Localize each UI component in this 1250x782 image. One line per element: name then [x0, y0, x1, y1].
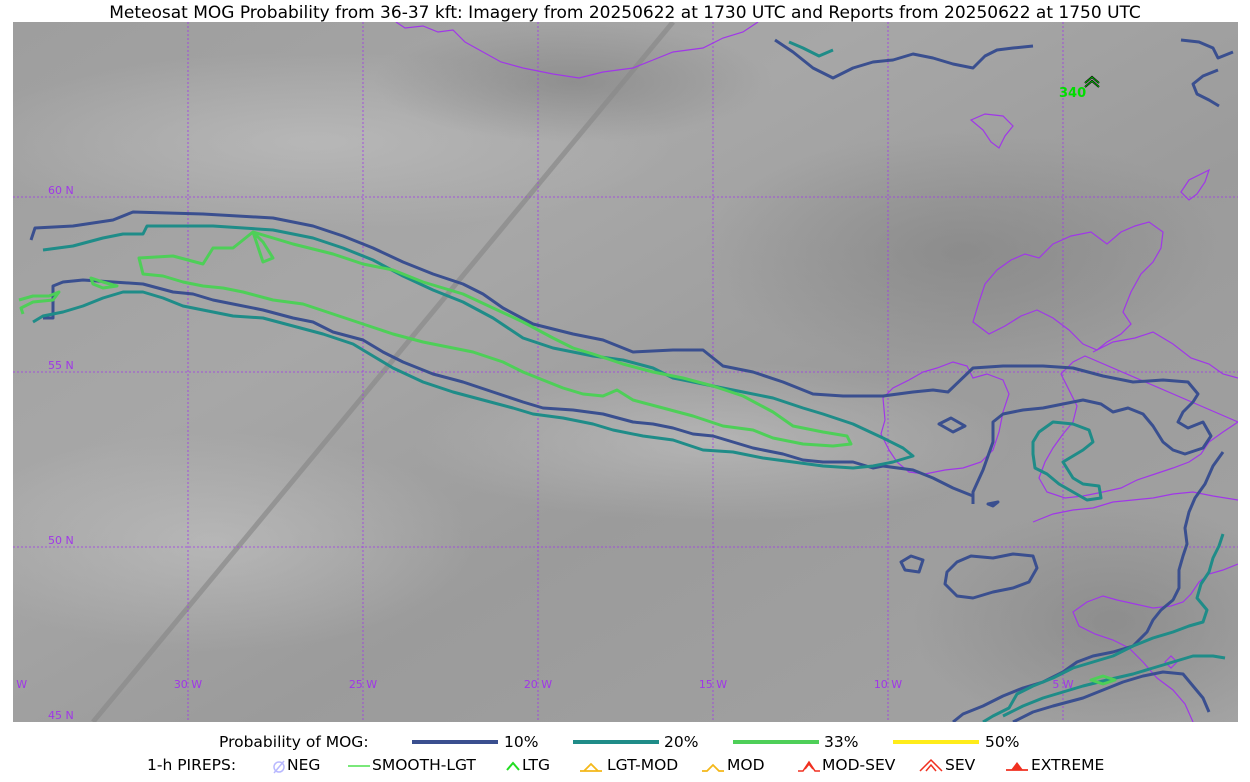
- lon-label: 30 W: [174, 678, 202, 691]
- legend-label-33: 33%: [824, 733, 859, 751]
- lon-label: 20 W: [524, 678, 552, 691]
- latitude-labels: 60 N 55 N 50 N 45 N: [48, 184, 74, 722]
- contour-10-small-1: [937, 416, 967, 434]
- contour-10-small-3: [943, 552, 1039, 600]
- contour-33-small-2: [18, 290, 61, 315]
- graticule: [13, 22, 1238, 722]
- contour-33-main: [137, 230, 853, 448]
- contour-20-north: [788, 40, 834, 58]
- smooth-lgt-icon: [347, 757, 370, 775]
- scotland-coast: [972, 221, 1164, 351]
- uk-coast: [1038, 331, 1238, 499]
- pirep-label-smooth-lgt: SMOOTH-LGT: [372, 756, 476, 774]
- legend-label-20: 20%: [664, 733, 699, 751]
- lat-label: 50 N: [48, 534, 74, 547]
- lon-label: 5 W: [1052, 678, 1073, 691]
- legend-label-50: 50%: [985, 733, 1020, 751]
- contour-33-small-1: [89, 276, 119, 290]
- contour-10-east: [952, 451, 1225, 722]
- pirep-legend: 1-h PIREPS: NEG SMOOTH-LGT LTG LGT-MOD M…: [0, 756, 1250, 778]
- pirep-label-lgt-mod: LGT-MOD: [607, 756, 679, 774]
- legend-swatch-20: [573, 740, 659, 744]
- pirep-report-ltg: 340: [1059, 75, 1100, 101]
- contour-20-uk: [1031, 420, 1103, 502]
- faroe-islands: [969, 113, 1014, 149]
- mog-contours: [18, 38, 1234, 722]
- pirep-label-sev: SEV: [945, 756, 976, 774]
- lat-label: 55 N: [48, 359, 74, 372]
- contour-10-south: [1012, 670, 1211, 722]
- lat-label: 45 N: [48, 709, 74, 722]
- contour-10-small-2: [899, 554, 925, 574]
- probability-legend: Probability of MOG: 10% 20% 33% 50%: [0, 733, 1250, 755]
- contour-10-north-2: [1180, 38, 1234, 108]
- lon-label: 25 W: [349, 678, 377, 691]
- extreme-icon: [1004, 756, 1028, 774]
- lon-label: 10 W: [874, 678, 902, 691]
- legend-swatch-50: [893, 740, 979, 744]
- contour-20-south: [1002, 654, 1226, 718]
- ltg-icon: [503, 757, 525, 775]
- legend-label-10: 10%: [504, 733, 539, 751]
- contour-10-north-1: [774, 38, 1034, 80]
- pirep-label-mod-sev: MOD-SEV: [822, 756, 896, 774]
- probability-legend-label: Probability of MOG:: [219, 733, 369, 751]
- legend-swatch-10: [412, 740, 498, 744]
- iceland-coast: [395, 22, 759, 79]
- lon-label: 15 W: [699, 678, 727, 691]
- lgt-mod-icon: [578, 757, 602, 775]
- mod-sev-icon: [796, 756, 820, 774]
- pirep-label-ltg: LTG: [522, 756, 550, 774]
- pirep-label-extreme: EXTREME: [1031, 756, 1105, 774]
- contour-33-south: [1089, 674, 1117, 686]
- pirep-legend-label: 1-h PIREPS:: [147, 756, 237, 774]
- pirep-flight-level: 340: [1059, 86, 1086, 101]
- contour-20-east: [982, 533, 1225, 722]
- map-title: Meteosat MOG Probability from 36-37 kft:…: [109, 3, 1141, 23]
- legend-swatch-33: [733, 740, 819, 744]
- sev-icon: [918, 756, 943, 774]
- pirep-label-mod: MOD: [727, 756, 765, 774]
- mod-icon: [700, 757, 724, 775]
- lon-label: 35 W: [13, 678, 27, 691]
- neg-icon: [268, 757, 290, 775]
- longitude-labels: 35 W 30 W 25 W 20 W 15 W 10 W 5 W: [13, 678, 1074, 691]
- lat-label: 60 N: [48, 184, 74, 197]
- shetland-islands: [1180, 168, 1211, 201]
- satellite-map: 60 N 55 N 50 N 45 N 35 W 30 W 25 W 20 W 15 W 10 …: [13, 22, 1238, 722]
- pirep-label-neg: NEG: [287, 756, 321, 774]
- contour-10-main: [29, 210, 1213, 508]
